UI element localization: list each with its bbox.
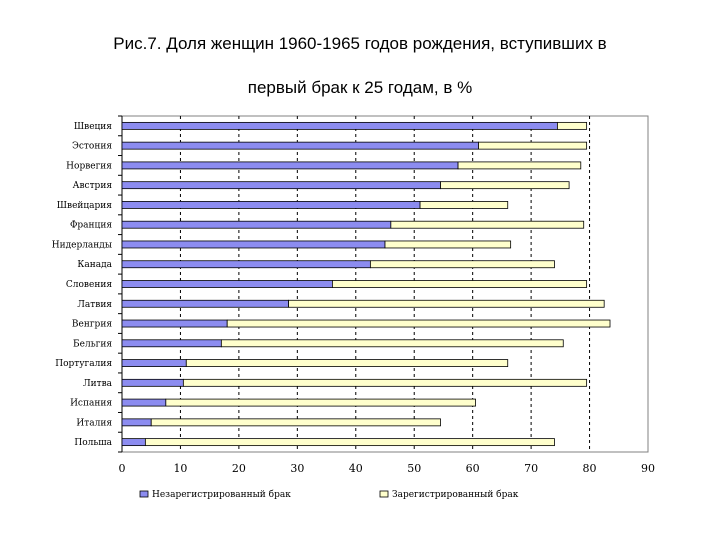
x-tick-label: 40 [349, 462, 363, 475]
bar-unregistered [121, 260, 371, 269]
bar-registered [185, 359, 509, 367]
category-label: Испания [70, 399, 112, 409]
category-label: Италия [76, 418, 112, 428]
bar-unregistered [121, 418, 152, 427]
bar-registered [390, 220, 585, 229]
legend-swatch [379, 490, 389, 498]
category-label: Бельгия [73, 339, 112, 349]
bar-registered [440, 181, 570, 190]
bar-registered [182, 378, 588, 387]
bars [121, 121, 611, 447]
legend-swatch [139, 490, 149, 498]
bar-unregistered [121, 398, 167, 407]
bar-unregistered [121, 141, 479, 150]
x-tick-label: 20 [232, 462, 246, 475]
category-label: Венгрия [72, 320, 112, 330]
legend-label: Зарегистрированный брак [392, 489, 519, 500]
category-label: Эстония [72, 142, 112, 152]
chart-title-line-1: Рис.7. Доля женщин 1960-1965 годов рожде… [113, 34, 607, 53]
x-tick-label: 10 [173, 462, 187, 475]
x-tick-label: 60 [466, 462, 480, 475]
bar-registered [165, 398, 476, 407]
bar-unregistered [121, 280, 333, 288]
x-axis-ticks: 0 10 20 30 40 50 60 70 80 90 [119, 462, 656, 475]
bar-unregistered [121, 378, 184, 387]
bar-unregistered [121, 161, 459, 170]
x-tick-label: 0 [119, 462, 126, 475]
bar-unregistered [121, 359, 187, 367]
category-labels: Швеция Эстония Норвегия Австрия Швейцария Фра… [52, 122, 113, 448]
bar-unregistered [121, 339, 222, 348]
category-label: Канада [77, 260, 112, 270]
bar-registered [419, 201, 509, 209]
bar-registered [220, 339, 564, 348]
category-label: Польша [74, 438, 112, 448]
bar-unregistered [121, 201, 421, 209]
category-label: Литва [83, 379, 113, 389]
category-label: Швейцария [57, 201, 113, 211]
category-label: Швеция [74, 122, 112, 132]
bar-registered [384, 240, 512, 249]
x-tick-label: 90 [641, 462, 655, 475]
legend: Незарегистрированный брак Зарегистрирован… [139, 489, 519, 500]
chart-title-line-2: первый брак к 25 годам, в % [247, 78, 473, 97]
x-tick-label: 70 [524, 462, 538, 475]
bar-registered [557, 121, 588, 130]
category-label: Нидерланды [52, 240, 112, 250]
legend-label: Незарегистрированный брак [152, 489, 291, 500]
category-label: Словения [66, 280, 112, 290]
bar-registered [369, 260, 555, 269]
bar-unregistered [121, 121, 558, 130]
bar-unregistered [121, 299, 289, 308]
x-tick-label: 30 [290, 462, 304, 475]
bar-registered [226, 319, 611, 328]
category-label: Австрия [73, 181, 113, 191]
x-tick-label: 50 [407, 462, 421, 475]
bar-registered [478, 141, 588, 150]
bar-unregistered [121, 319, 228, 328]
bar-unregistered [121, 240, 386, 249]
bar-unregistered [121, 438, 146, 447]
bar-unregistered [121, 181, 441, 190]
bar-registered [331, 280, 588, 288]
bar-unregistered [121, 220, 392, 229]
bar-registered [288, 299, 605, 308]
bar-registered [144, 438, 555, 447]
bar-registered [457, 161, 582, 170]
x-tick-label: 80 [583, 462, 597, 475]
category-label: Латвия [77, 300, 112, 310]
category-label: Франция [70, 221, 112, 231]
bar-registered [150, 418, 441, 427]
category-label: Норвегия [66, 161, 112, 171]
category-label: Португалия [55, 359, 112, 369]
